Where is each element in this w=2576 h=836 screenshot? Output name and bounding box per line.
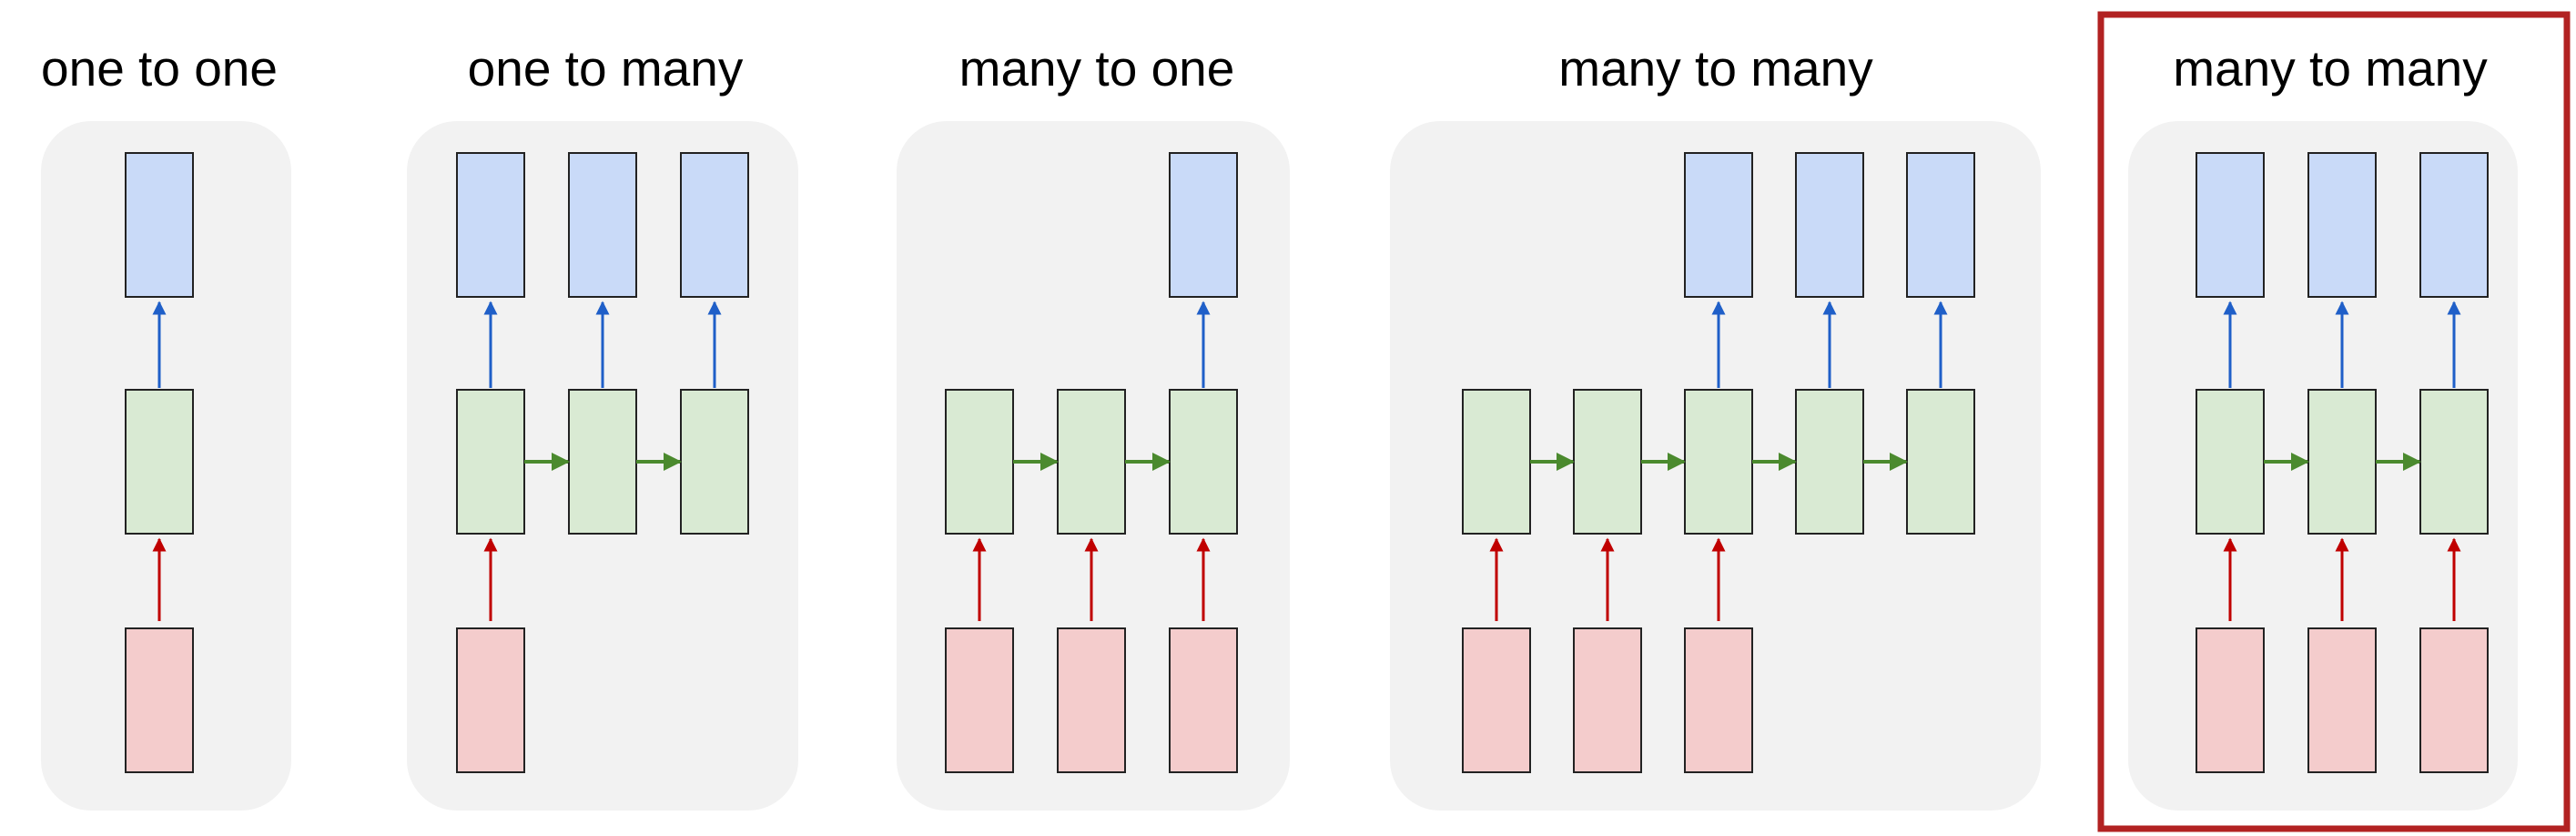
panel-5-hidden-cell xyxy=(2196,389,2265,535)
panel-5-output-cell xyxy=(2196,152,2265,298)
panel-title-one-to-one: one to one xyxy=(41,40,278,97)
panel-4-hidden-cell xyxy=(1684,389,1753,535)
panel-4-hidden-cell xyxy=(1906,389,1975,535)
panel-2-hidden-cell xyxy=(456,389,525,535)
panel-2-output-cell xyxy=(456,152,525,298)
panel-5-output-cell xyxy=(2419,152,2489,298)
panel-3-input-cell xyxy=(1057,627,1126,773)
panel-5-output-cell xyxy=(2307,152,2377,298)
panel-2-output-cell xyxy=(680,152,749,298)
panel-4-input-cell xyxy=(1684,627,1753,773)
panel-title-one-to-many: one to many xyxy=(467,40,744,97)
panel-1-output-cell xyxy=(125,152,194,298)
panel-5-input-cell xyxy=(2307,627,2377,773)
panel-5-input-cell xyxy=(2196,627,2265,773)
panel-3-hidden-cell xyxy=(1057,389,1126,535)
panel-4-hidden-cell xyxy=(1573,389,1642,535)
panel-4-output-cell xyxy=(1906,152,1975,298)
highlight-border xyxy=(2097,11,2571,832)
panel-4-hidden-cell xyxy=(1462,389,1531,535)
panel-2-output-cell xyxy=(568,152,637,298)
panel-3-hidden-cell xyxy=(945,389,1014,535)
panel-4-input-cell xyxy=(1573,627,1642,773)
panel-5-input-cell xyxy=(2419,627,2489,773)
panel-3-output-cell xyxy=(1169,152,1238,298)
panel-4-output-cell xyxy=(1684,152,1753,298)
panel-5-hidden-cell xyxy=(2419,389,2489,535)
panel-title-many-to-many-synced: many to many xyxy=(2173,40,2488,97)
panel-title-many-to-many-encoder-decoder: many to many xyxy=(1558,40,1873,97)
panel-2-input-cell xyxy=(456,627,525,773)
panel-1-input-cell xyxy=(125,627,194,773)
panel-title-many-to-one: many to one xyxy=(958,40,1235,97)
panel-1-hidden-cell xyxy=(125,389,194,535)
panel-3-hidden-cell xyxy=(1169,389,1238,535)
panel-4-hidden-cell xyxy=(1795,389,1864,535)
panel-5-hidden-cell xyxy=(2307,389,2377,535)
panel-2-hidden-cell xyxy=(680,389,749,535)
panel-4-output-cell xyxy=(1795,152,1864,298)
panel-3-input-cell xyxy=(945,627,1014,773)
panel-4-input-cell xyxy=(1462,627,1531,773)
panel-3-input-cell xyxy=(1169,627,1238,773)
panel-2-hidden-cell xyxy=(568,389,637,535)
